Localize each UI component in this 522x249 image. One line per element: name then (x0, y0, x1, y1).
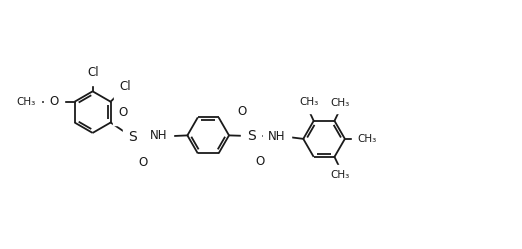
Text: CH₃: CH₃ (17, 97, 35, 107)
Text: CH₃: CH₃ (357, 134, 376, 144)
Text: S: S (128, 130, 137, 144)
Text: O: O (238, 105, 247, 118)
Text: Cl: Cl (120, 80, 132, 93)
Text: O: O (118, 106, 128, 119)
Text: NH: NH (268, 130, 286, 143)
Text: O: O (138, 156, 147, 169)
Text: CH₃: CH₃ (331, 170, 350, 180)
Text: NH: NH (150, 129, 168, 142)
Text: Cl: Cl (87, 66, 99, 79)
Text: CH₃: CH₃ (299, 97, 318, 107)
Text: O: O (256, 155, 265, 168)
Text: O: O (49, 95, 58, 108)
Text: S: S (247, 129, 256, 143)
Text: CH₃: CH₃ (331, 98, 350, 108)
